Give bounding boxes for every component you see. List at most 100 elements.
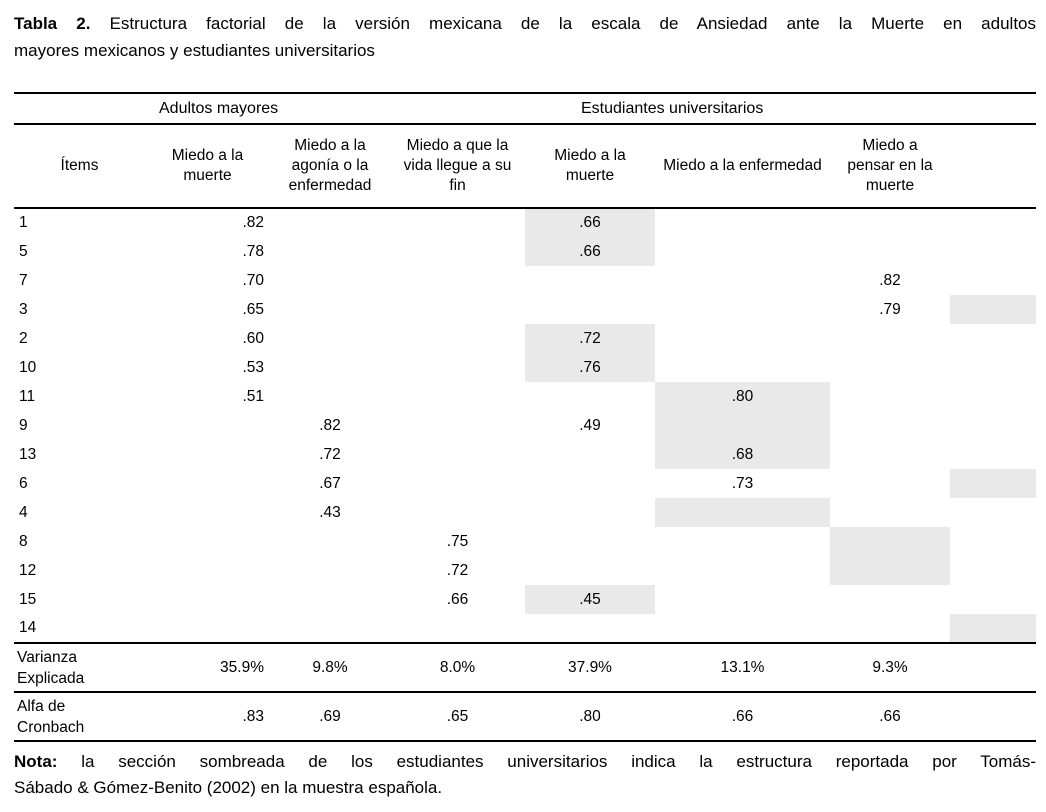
summary-body: Varianza Explicada 35.9% 9.8% 8.0% 37.9% 13.1… [14, 642, 1036, 741]
table-caption-label: Tabla 2. [14, 14, 91, 33]
item-number: 8 [19, 532, 28, 550]
empty-cell [830, 498, 950, 527]
table-note: Nota: la sección sombreada de los estudi… [14, 749, 1036, 801]
table-row: 2 .60 .72 [14, 324, 1036, 353]
empty-cell [655, 324, 830, 353]
loading-cell: .49 [579, 416, 601, 434]
item-number: 14 [19, 619, 37, 636]
empty-cell [655, 556, 830, 585]
table-row: 8.75 [14, 527, 1036, 556]
group-header-row: Adultos mayores Estudiantes universitari… [14, 93, 1036, 125]
table-row: 3 .65 .79 [14, 295, 1036, 324]
item-number: 4 [19, 503, 28, 521]
empty-cell [830, 382, 950, 411]
loading-cell: .70 [242, 271, 264, 289]
empty-cell [830, 411, 950, 440]
empty-cell [950, 556, 1036, 585]
loading-cell: .45 [525, 585, 655, 614]
empty-cell [390, 382, 525, 411]
loading-cell: .68 [655, 440, 830, 469]
empty-cell [145, 411, 270, 440]
item-number: 7 [19, 271, 28, 289]
empty-cell [270, 527, 390, 556]
empty-cell [390, 324, 525, 353]
item-number: 13 [19, 445, 37, 463]
loading-cell: .82 [242, 214, 264, 231]
loading-cell: .73 [731, 474, 754, 492]
table-row: 7 .70 .82 [14, 266, 1036, 295]
alpha-value: .65 [390, 691, 525, 741]
empty-cell [950, 382, 1036, 411]
table-row: 10 .53 .76 [14, 353, 1036, 382]
table-caption-text: Estructura factorial de la versión mexic… [109, 14, 1037, 33]
loading-cell: .66 [525, 208, 655, 237]
empty-cell [390, 498, 525, 527]
summary-label: Varianza Explicada [14, 642, 145, 692]
empty-cell [145, 527, 270, 556]
loading-cell: .78 [242, 242, 264, 260]
empty-cell [950, 266, 1036, 295]
table-body: 1 .82 .66 5 .78 .66 7 .70 .82 3 .65 .79 2 .60 .72 10 .53… [14, 208, 1036, 643]
empty-cell [830, 469, 950, 498]
variance-value: 37.9% [525, 642, 655, 692]
column-header-row: Ítems Miedo a la muerte Miedo a la agoní… [14, 124, 1036, 209]
variance-value: 9.8% [270, 642, 390, 692]
loading-cell: .51 [242, 387, 264, 405]
empty-cell [270, 585, 390, 614]
table-caption-line2: mayores mexicanos y estudiantes universi… [14, 41, 375, 60]
loading-cell: .43 [319, 503, 341, 521]
empty-cell [525, 382, 655, 411]
variance-row: Varianza Explicada 35.9% 9.8% 8.0% 37.9% 13.1… [14, 642, 1036, 692]
table-row: 4.43 [14, 498, 1036, 527]
loading-cell: .72 [525, 324, 655, 353]
item-number: 9 [19, 416, 28, 434]
empty-cell [390, 208, 525, 237]
empty-cell [830, 585, 950, 614]
loading-cell: .76 [525, 353, 655, 382]
table-row: 14 [14, 614, 1036, 643]
table-note-line2: Sábado & Gómez-Benito (2002) en la muest… [14, 778, 443, 797]
loading-cell: .53 [242, 358, 264, 376]
empty-cell [950, 353, 1036, 382]
empty-cell [830, 324, 950, 353]
empty-cell [390, 237, 525, 266]
alpha-value: .80 [525, 691, 655, 741]
empty-cell [145, 585, 270, 614]
empty-cell [270, 237, 390, 266]
empty-cell [950, 324, 1036, 353]
empty-cell [145, 440, 270, 469]
loading-cell: .60 [242, 329, 264, 347]
empty-cell [270, 208, 390, 237]
group-header-spacer [14, 93, 145, 125]
factor-structure-table: Adultos mayores Estudiantes universitari… [14, 92, 1036, 742]
shaded-empty-cell [655, 411, 830, 440]
table-row: 11 .51 .80 [14, 382, 1036, 411]
col-header-extra [950, 124, 1036, 209]
empty-cell [830, 237, 950, 266]
table-note-line1: Nota: la sección sombreada de los estudi… [14, 749, 1036, 775]
loading-cell: .66 [525, 237, 655, 266]
empty-cell [390, 614, 525, 643]
item-number: 2 [19, 329, 28, 347]
empty-cell [950, 208, 1036, 237]
loading-cell: .82 [319, 416, 341, 434]
empty-cell [270, 556, 390, 585]
item-number: 6 [19, 474, 28, 492]
empty-cell [830, 440, 950, 469]
empty-cell [655, 237, 830, 266]
col-header-am-miedo-vida-fin: Miedo a que la vida llegue a su fin [390, 124, 525, 209]
item-number: 1 [19, 214, 28, 231]
loading-cell: .82 [879, 271, 901, 289]
empty-cell [655, 527, 830, 556]
variance-value: 8.0% [390, 642, 525, 692]
summary-label: Alfa de Cronbach [14, 691, 145, 741]
loading-cell: .72 [319, 445, 341, 463]
table-row: 9 .82 .49 [14, 411, 1036, 440]
empty-cell [390, 440, 525, 469]
empty-cell [525, 295, 655, 324]
shaded-empty-cell [655, 498, 830, 527]
empty-cell [830, 208, 950, 237]
empty-cell [525, 266, 655, 295]
alpha-value [950, 691, 1036, 741]
